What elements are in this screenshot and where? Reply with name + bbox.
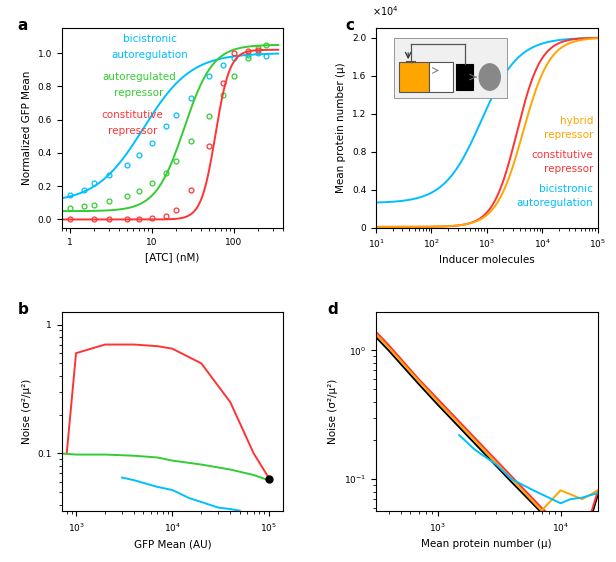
Text: d: d <box>327 302 338 317</box>
Y-axis label: Normalized GFP Mean: Normalized GFP Mean <box>22 71 32 185</box>
X-axis label: [ATC] (nM): [ATC] (nM) <box>145 252 200 262</box>
Text: bicistronic: bicistronic <box>123 34 177 44</box>
Text: constitutive: constitutive <box>102 110 163 120</box>
Text: c: c <box>345 18 354 33</box>
Y-axis label: Noise (σ²/μ²): Noise (σ²/μ²) <box>22 379 32 444</box>
Text: constitutive: constitutive <box>532 150 593 160</box>
X-axis label: GFP Mean (AU): GFP Mean (AU) <box>134 539 211 549</box>
Text: autoregulation: autoregulation <box>112 50 188 60</box>
Text: hybrid: hybrid <box>560 116 593 126</box>
Text: autoregulation: autoregulation <box>516 198 593 208</box>
Text: repressor: repressor <box>115 88 164 98</box>
Text: b: b <box>17 302 28 317</box>
Text: $\times 10^4$: $\times 10^4$ <box>371 4 399 18</box>
Text: repressor: repressor <box>544 164 593 174</box>
Text: a: a <box>17 18 28 33</box>
X-axis label: Inducer molecules: Inducer molecules <box>439 256 535 265</box>
Text: autoregulated: autoregulated <box>102 72 176 82</box>
Text: repressor: repressor <box>108 126 157 136</box>
Text: bicistronic: bicistronic <box>539 184 593 194</box>
X-axis label: Mean protein number (μ): Mean protein number (μ) <box>421 539 552 549</box>
Y-axis label: Mean protein number (μ): Mean protein number (μ) <box>336 62 346 193</box>
Text: repressor: repressor <box>544 130 593 140</box>
Y-axis label: Noise (σ²/μ²): Noise (σ²/μ²) <box>328 379 338 444</box>
